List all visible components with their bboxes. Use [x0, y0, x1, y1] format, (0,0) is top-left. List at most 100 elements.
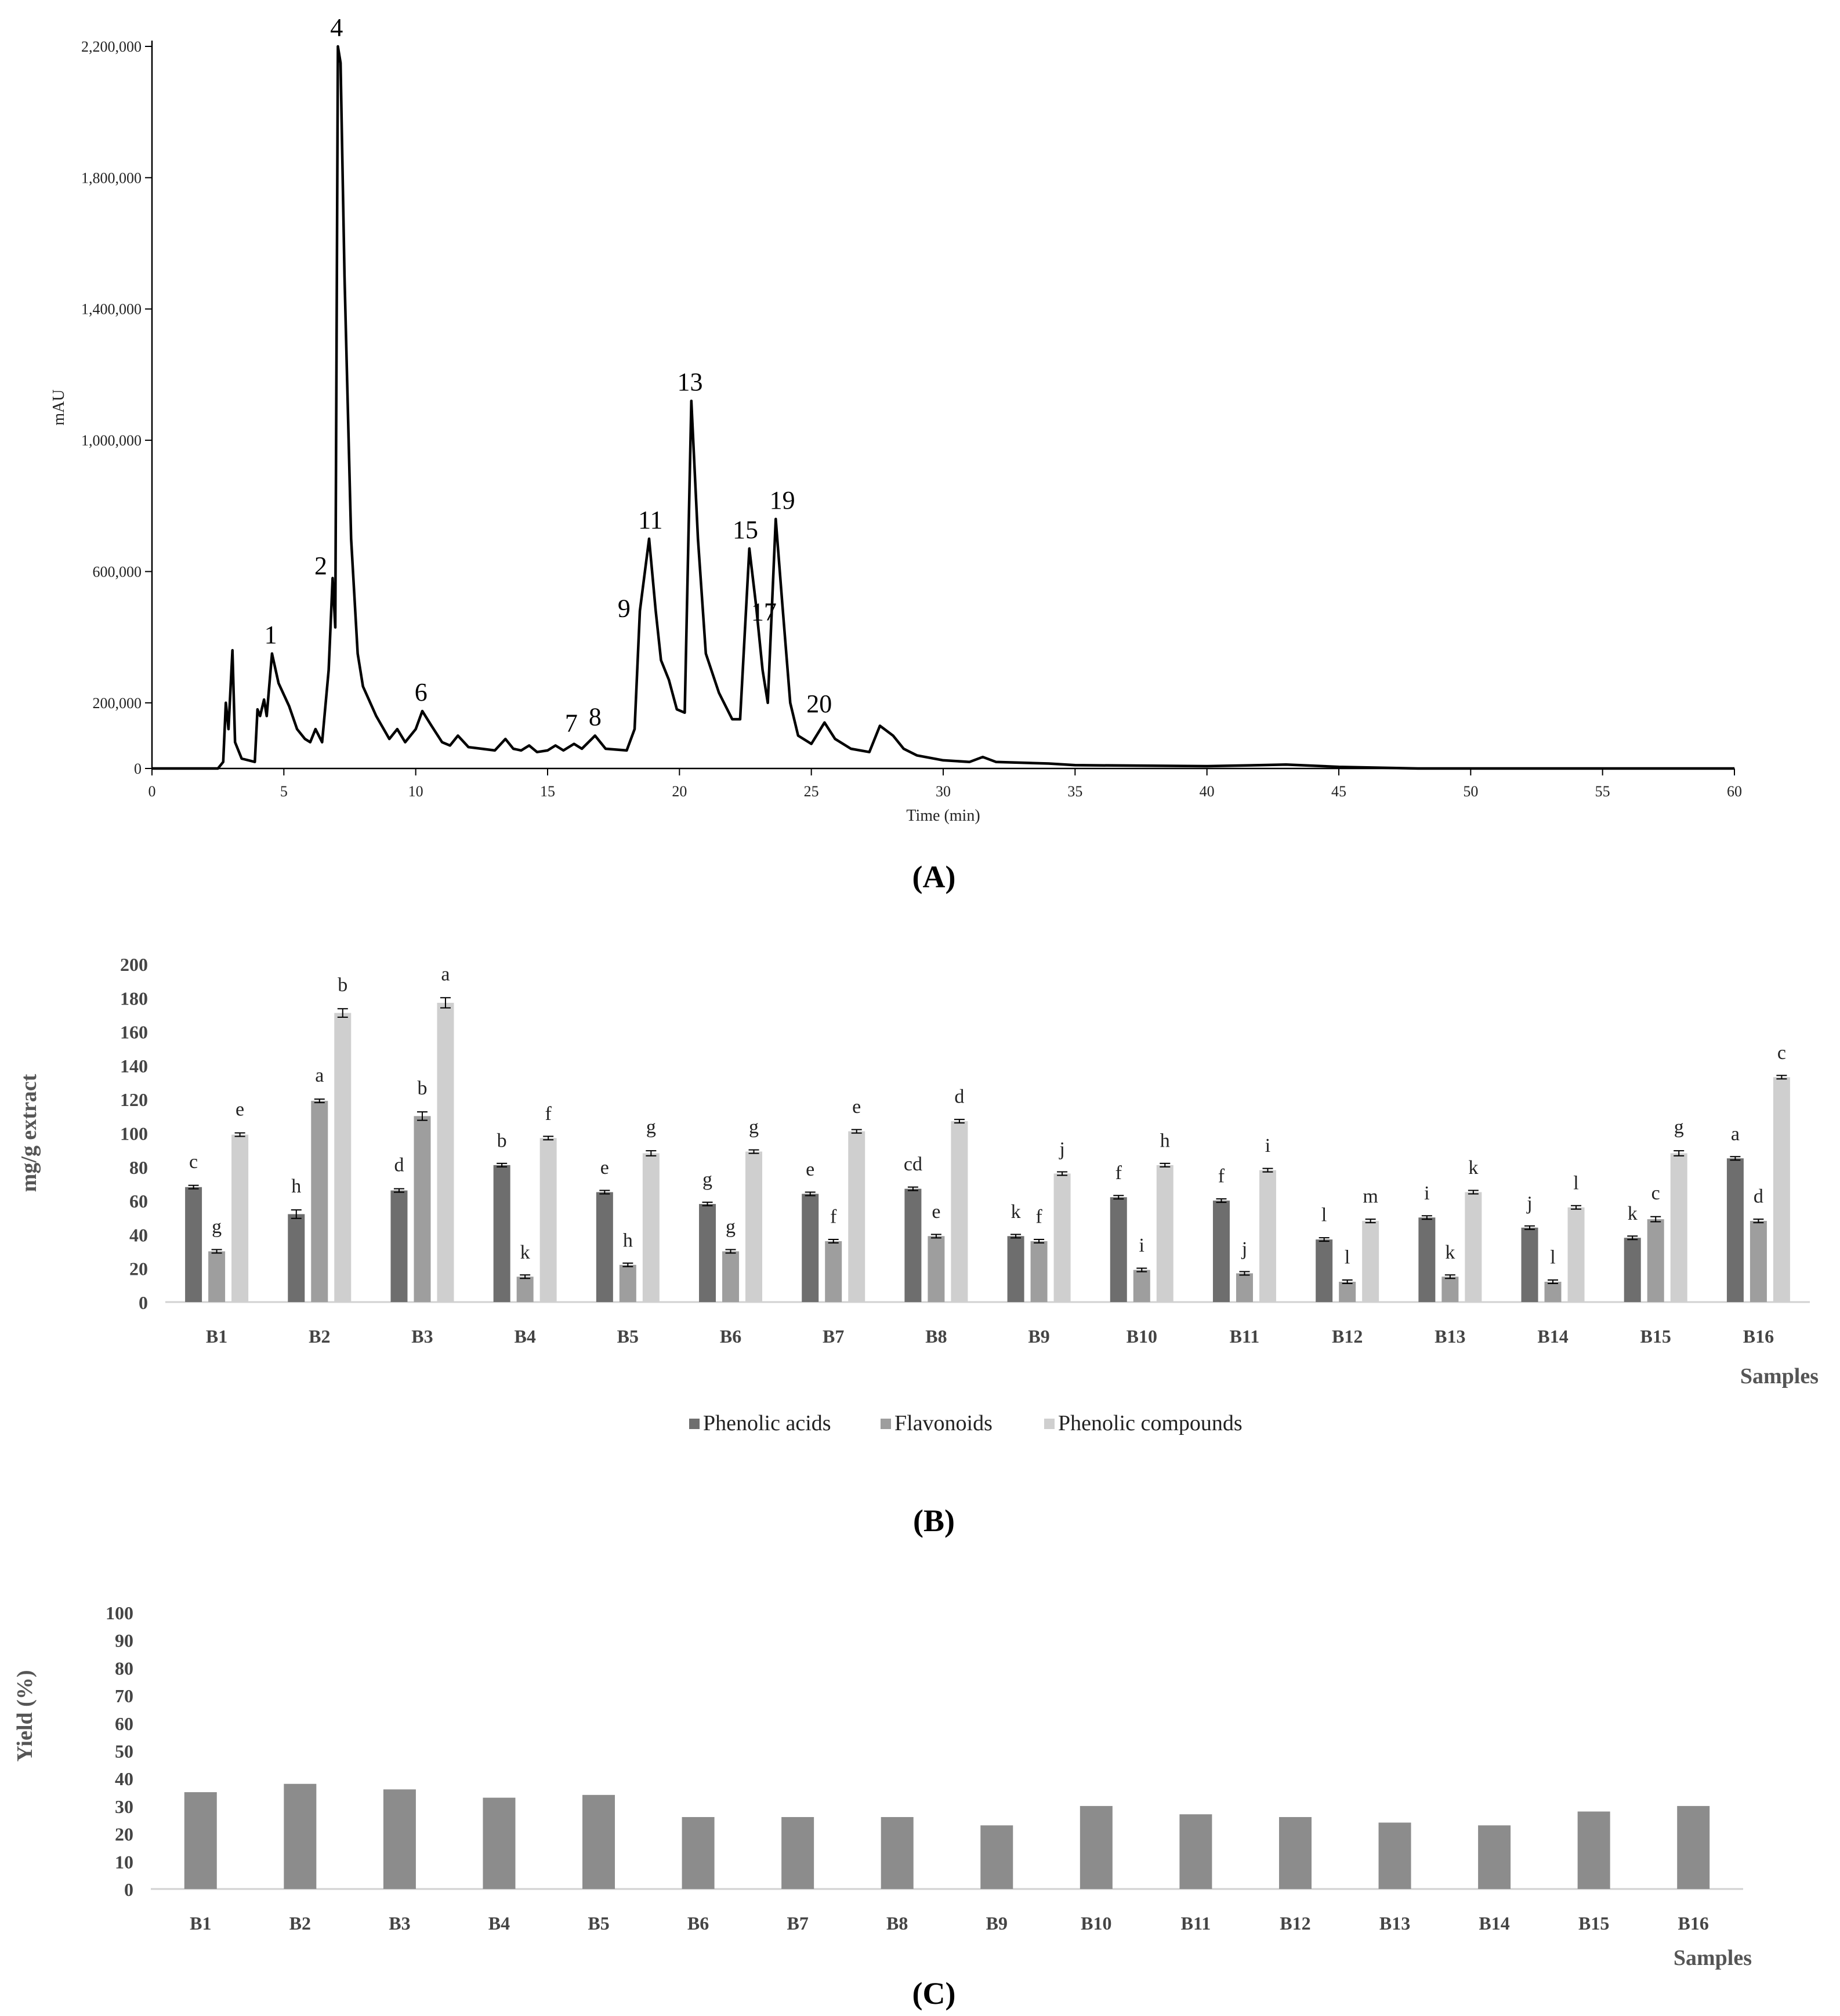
significance-letter: h: [623, 1230, 633, 1251]
bar: [493, 1165, 510, 1302]
significance-letter: b: [338, 974, 347, 996]
category-label: B7: [787, 1913, 808, 1934]
category-label: B4: [514, 1326, 535, 1347]
category-label: B13: [1379, 1913, 1410, 1934]
bar: [483, 1797, 516, 1889]
category-label: B10: [1127, 1326, 1157, 1347]
bar: [1030, 1241, 1048, 1302]
bar: [1677, 1805, 1710, 1889]
category-label: B11: [1230, 1326, 1260, 1347]
bar: [904, 1188, 922, 1302]
significance-letter: f: [1115, 1162, 1122, 1184]
bar: [516, 1277, 534, 1302]
category-label: B2: [309, 1326, 330, 1347]
significance-letter: k: [1011, 1201, 1021, 1223]
x-tick-label: 40: [1200, 783, 1215, 800]
y-tick-label: 50: [115, 1741, 133, 1762]
bar: [1007, 1236, 1024, 1302]
significance-letter: l: [1345, 1247, 1350, 1268]
category-label: B14: [1479, 1913, 1509, 1934]
bar: [1362, 1221, 1379, 1302]
x-tick-label: 35: [1067, 783, 1082, 800]
bar: [1465, 1192, 1482, 1302]
category-label: B1: [206, 1326, 227, 1347]
legend-swatch: [881, 1419, 891, 1429]
peak-label: 9: [618, 594, 631, 623]
significance-letter: g: [1674, 1116, 1684, 1138]
bar: [1521, 1227, 1538, 1302]
bar: [184, 1792, 217, 1889]
significance-letter: k: [1468, 1157, 1478, 1179]
significance-letter: d: [1754, 1186, 1763, 1208]
significance-letter: e: [852, 1096, 861, 1118]
bar: [390, 1190, 408, 1302]
bar: [1156, 1165, 1173, 1302]
y-tick-label: 120: [120, 1089, 148, 1110]
significance-letter: l: [1573, 1172, 1578, 1194]
bar: [383, 1789, 416, 1889]
peak-label: 7: [565, 709, 578, 738]
bar: [848, 1131, 865, 1302]
bar: [1080, 1805, 1113, 1889]
peak-label: 6: [415, 678, 428, 706]
significance-letter: cd: [904, 1154, 922, 1175]
bar: [1110, 1197, 1127, 1302]
significance-letter: e: [236, 1099, 244, 1121]
significance-letter: h: [291, 1176, 301, 1197]
bar: [185, 1187, 202, 1302]
phenolics-x-label: Samples: [1740, 1364, 1819, 1388]
bar: [619, 1264, 636, 1302]
y-tick-label: 20: [115, 1824, 133, 1845]
bar: [745, 1151, 763, 1302]
x-tick-label: 0: [148, 783, 156, 800]
bar: [1726, 1158, 1744, 1302]
legend-label: Phenolic compounds: [1058, 1411, 1243, 1435]
peak-label: 13: [678, 368, 703, 396]
y-tick-label: 40: [115, 1768, 133, 1789]
y-tick-label: 2,200,000: [81, 38, 142, 55]
y-tick-label: 80: [115, 1658, 133, 1678]
category-label: B9: [1028, 1326, 1049, 1347]
category-label: B14: [1537, 1326, 1568, 1347]
significance-letter: i: [1265, 1135, 1270, 1156]
x-tick-label: 25: [804, 783, 819, 800]
significance-letter: k: [1628, 1203, 1638, 1224]
bar: [1339, 1282, 1356, 1302]
bar: [284, 1783, 317, 1889]
y-tick-label: 0: [134, 760, 142, 777]
y-tick-label: 80: [129, 1157, 148, 1178]
category-label: B1: [190, 1913, 211, 1934]
y-tick-label: 0: [124, 1879, 133, 1900]
category-label: B15: [1640, 1326, 1671, 1347]
bar: [1236, 1273, 1253, 1302]
x-tick-label: 10: [408, 783, 423, 800]
significance-letter: j: [1059, 1138, 1064, 1160]
significance-letter: a: [1731, 1123, 1740, 1145]
bar: [1544, 1282, 1562, 1302]
category-label: B2: [289, 1913, 311, 1934]
peak-label: 19: [770, 486, 795, 514]
legend-swatch: [689, 1419, 700, 1429]
panel-label-a: (A): [912, 860, 956, 894]
category-label: B7: [823, 1326, 844, 1347]
phenolics-category-labels: B1 B2 B3 B4 B5 B6 B7 B8 B9 B10 B11 B12 B13 B14 B15 B16: [206, 1326, 1774, 1347]
category-label: B15: [1578, 1913, 1609, 1934]
y-tick-label: 140: [120, 1056, 148, 1076]
category-label: B16: [1678, 1913, 1709, 1934]
significance-letter: h: [1160, 1130, 1170, 1151]
peak-labels: 1 2 4 6 7 8 9 11 13 15 17 19 20: [265, 13, 832, 738]
y-tick-label: 30: [115, 1796, 133, 1817]
y-tick-label: 180: [120, 988, 148, 1009]
significance-letter: c: [1777, 1042, 1786, 1064]
bar: [1378, 1822, 1411, 1889]
bar: [825, 1241, 842, 1302]
bar: [1478, 1825, 1511, 1889]
bar: [1179, 1814, 1212, 1889]
bar: [1053, 1173, 1071, 1302]
bar: [311, 1101, 328, 1302]
bar: [1577, 1811, 1610, 1889]
yield-y-label: Yield (%): [13, 1670, 37, 1762]
peak-label: 15: [733, 516, 758, 544]
category-label: B12: [1332, 1326, 1363, 1347]
